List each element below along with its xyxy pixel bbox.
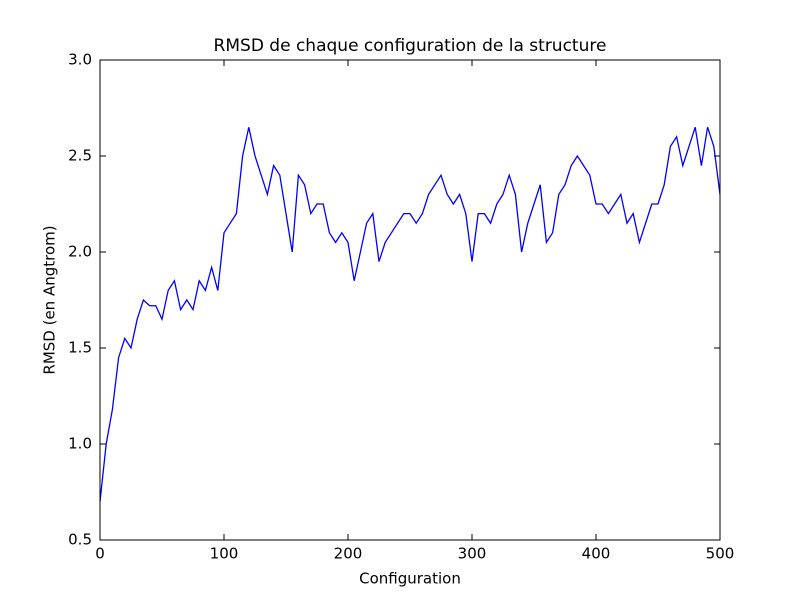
y-tick-label: 2.0 (68, 243, 92, 261)
x-tick-label: 0 (95, 545, 105, 563)
x-tick-label: 100 (210, 545, 239, 563)
x-tick-label: 200 (334, 545, 363, 563)
x-tick-label: 300 (458, 545, 487, 563)
y-tick-label: 2.5 (68, 147, 92, 165)
y-tick-label: 1.5 (68, 339, 92, 357)
x-axis-label: Configuration (359, 570, 461, 588)
y-tick-label: 3.0 (68, 51, 92, 69)
data-line (99, 127, 721, 502)
y-tick-label: 0.5 (68, 531, 92, 549)
x-tick-label: 400 (582, 545, 611, 563)
plot-frame (99, 59, 721, 541)
y-tick-label: 1.0 (68, 435, 92, 453)
y-axis-label: RMSD (en Angtrom) (41, 225, 59, 374)
chart-title: RMSD de chaque configuration de la struc… (214, 36, 607, 56)
x-tick-label: 500 (706, 545, 735, 563)
